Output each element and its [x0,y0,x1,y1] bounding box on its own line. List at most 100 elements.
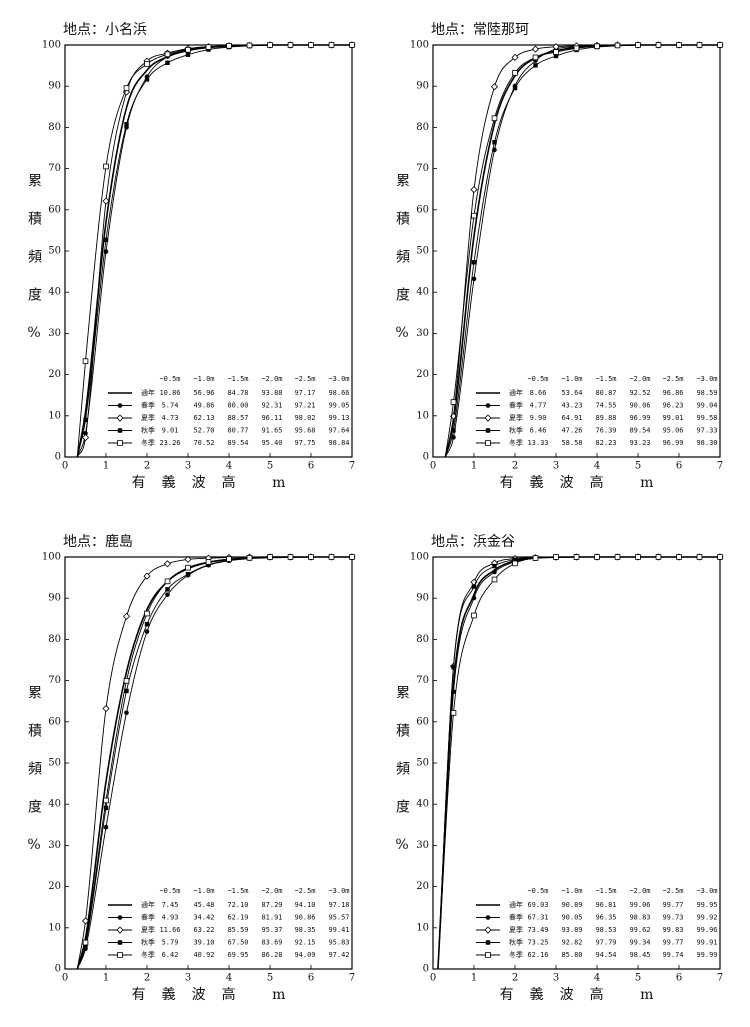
legend-marker [117,403,123,408]
y-tick-label: 90 [416,593,429,604]
marker [206,562,211,568]
y-tick-label: 100 [42,40,61,51]
y-tick-label: 50 [416,758,429,769]
marker [471,595,477,601]
table-cell: 96.23 [662,402,683,410]
legend-marker [116,414,124,422]
marker [471,260,477,265]
y-tick-label: 60 [48,716,61,727]
table-cell: 97.75 [294,439,315,447]
table-cell: 98.30 [696,439,717,447]
table-cell: 99.92 [696,914,717,922]
x-tick-label: 1 [471,973,477,984]
table-cell: 98.53 [595,926,616,934]
marker [512,557,518,562]
table-cell: 95.68 [294,427,315,435]
table-cell: 88.57 [227,414,248,422]
y-tick-label: 30 [416,840,429,851]
y-tick-label: 100 [410,40,429,51]
marker [82,939,89,946]
y-tick-label: 0 [55,964,61,975]
table-cell: 92.52 [629,389,650,397]
marker [491,576,498,583]
y-tick-label: 10 [416,922,429,933]
marker [205,559,212,565]
table-cell: 80.87 [595,389,616,397]
table-cell: 80.77 [227,427,248,435]
table-cell: 74.55 [595,402,616,410]
marker [103,237,109,243]
legend-label: 夏季 [141,925,155,934]
legend-label: 秋季 [141,938,155,947]
marker [512,70,518,76]
y-tick-label: 10 [416,410,429,421]
table-header: ~1.5m [595,375,616,383]
table-cell: 85.59 [227,926,248,934]
table-cell: 23.26 [159,439,180,447]
y-tick-label: 20 [48,369,61,380]
legend-label: 夏季 [509,413,523,422]
y-tick-label: 90 [416,81,429,92]
table-header: ~2.0m [629,375,650,383]
x-tick-label: 6 [676,461,682,472]
table-cell: 64.91 [561,414,582,422]
table-cell: 45.48 [193,901,214,909]
table-header: ~1.0m [193,887,214,895]
legend-marker [117,915,123,920]
table-cell: 99.77 [662,901,683,909]
marker [696,554,703,560]
table-cell: 4.73 [162,414,179,422]
table-cell: 6.46 [530,427,547,435]
y-tick-label: 60 [416,716,429,727]
table-header: ~1.0m [561,375,582,383]
marker [492,563,497,569]
table-cell: 70.52 [193,439,214,447]
table-cell: 90.89 [561,901,582,909]
y-tick-label: 40 [48,799,61,810]
marker [471,584,477,589]
legend-label: 夏季 [509,925,523,934]
chart-title: 地点：浜金谷 [431,534,515,550]
x-tick-label: 2 [512,461,518,472]
legend-marker [485,952,491,958]
table-cell: 92.15 [294,939,315,947]
y-tick-label: 60 [48,204,61,215]
marker [82,358,89,364]
x-tick-label: 7 [717,461,723,472]
legend-marker [117,952,123,958]
legend-marker [485,428,491,433]
x-tick-label: 1 [103,973,109,984]
marker [512,560,518,567]
table-cell: 89.54 [629,427,650,435]
table-cell: 7.45 [162,901,179,909]
marker [553,49,559,55]
table-cell: 95.37 [261,926,282,934]
table-cell: 98.59 [696,389,717,397]
marker [103,805,109,811]
table-cell: 99.96 [696,926,717,934]
marker [185,46,191,53]
marker [451,665,456,670]
y-tick-label: 40 [48,287,61,298]
marker [471,276,477,282]
marker [717,42,723,48]
marker [165,60,170,65]
y-axis-label: 累積頻度% [26,173,42,365]
y-tick-label: 10 [48,922,61,933]
table-cell: 98.84 [328,439,349,447]
y-tick-label: 80 [416,122,429,133]
y-tick-label: 0 [423,452,429,463]
legend-label: 通年 [141,388,155,397]
table-cell: 99.62 [629,926,650,934]
x-tick-label: 4 [226,973,232,984]
marker [102,197,110,205]
marker [450,710,457,716]
table-cell: 5.79 [162,939,179,947]
marker [103,163,109,170]
legend-marker [484,414,492,422]
y-tick-label: 80 [416,634,429,645]
table-cell: 62.16 [527,951,548,959]
marker [205,44,212,50]
table-header: ~2.0m [261,375,282,383]
